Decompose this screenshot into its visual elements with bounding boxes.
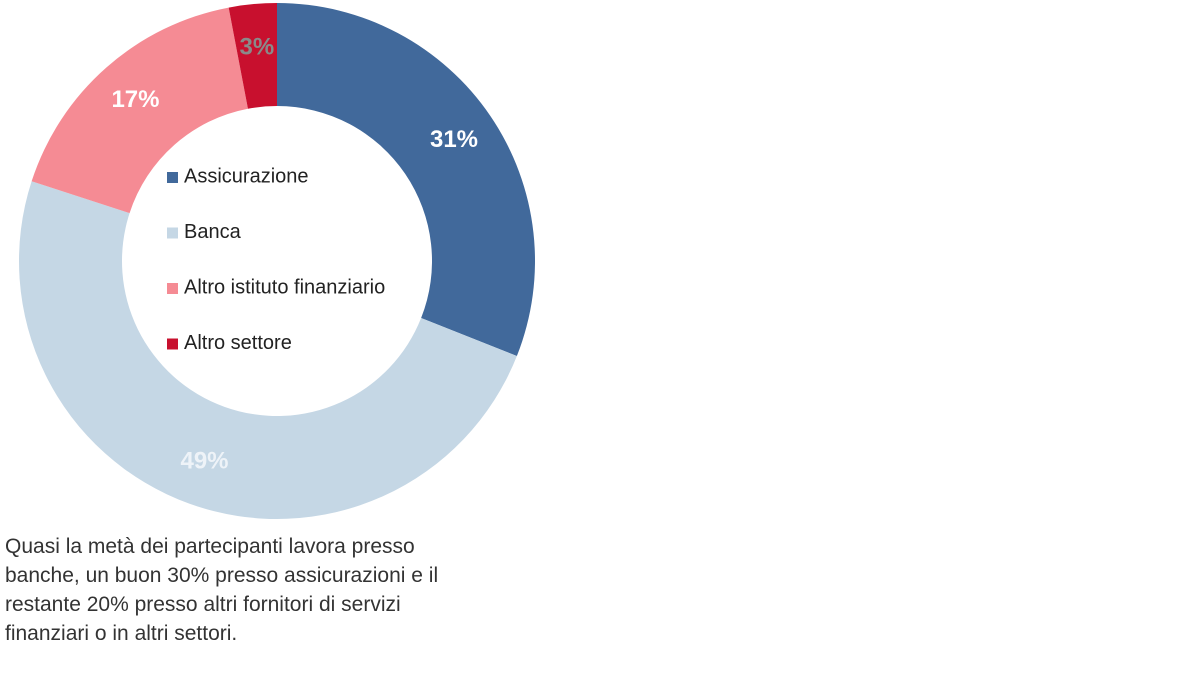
legend-swatch xyxy=(167,283,178,294)
legend-text: Assicurazione xyxy=(184,165,309,187)
donut-segment xyxy=(19,181,517,519)
legend-text: Banca xyxy=(184,221,242,243)
value-label: 17% xyxy=(111,86,159,113)
legend-swatch xyxy=(167,172,178,183)
value-label: 31% xyxy=(430,126,478,153)
legend-text: Altro settore xyxy=(184,332,292,354)
value-label: 49% xyxy=(180,448,228,475)
donut-segment xyxy=(31,7,248,214)
donut-segment xyxy=(277,3,535,356)
legend-swatch xyxy=(167,227,178,239)
legend-text: Altro istituto finanziario xyxy=(184,276,385,298)
value-label: 3% xyxy=(240,33,275,60)
legend-swatch xyxy=(167,338,178,350)
caption: Quasi la metà dei partecipanti lavora pr… xyxy=(5,535,439,645)
donut-segment xyxy=(228,3,277,109)
